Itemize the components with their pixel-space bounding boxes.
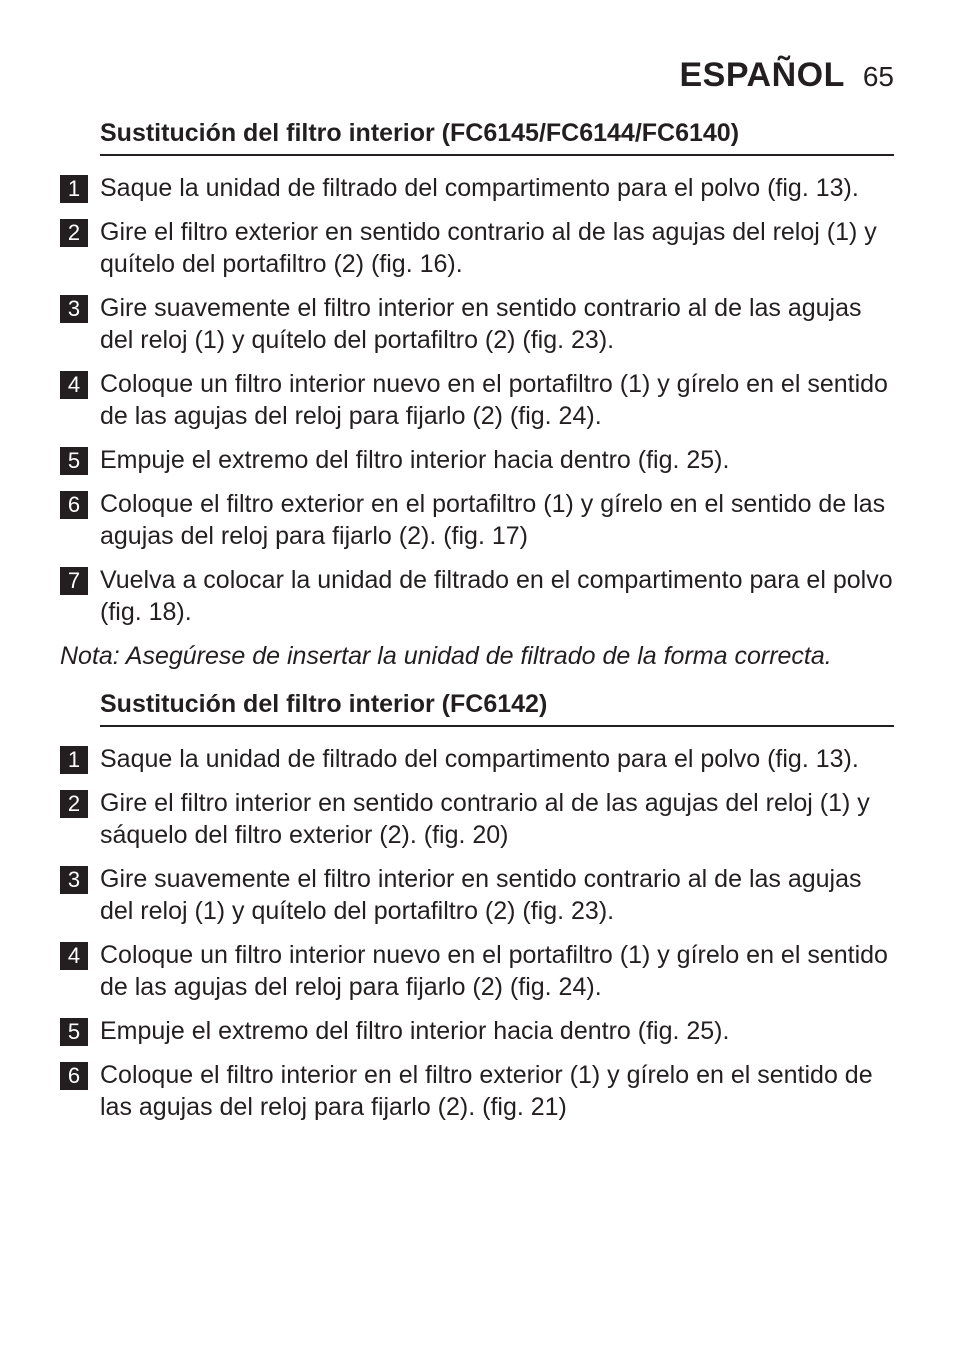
step-text: Gire el filtro interior en sentido contr… [100,787,894,851]
list-item: 4 Coloque un filtro interior nuevo en el… [60,939,894,1003]
page-header: ESPAÑOL 65 [60,56,894,95]
list-item: 1 Saque la unidad de filtrado del compar… [60,743,894,775]
list-item: 4 Coloque un filtro interior nuevo en el… [60,368,894,432]
list-item: 3 Gire suavemente el filtro interior en … [60,292,894,356]
step-text: Empuje el extremo del filtro interior ha… [100,444,729,476]
page-container: ESPAÑOL65 Sustitución del filtro interio… [0,0,954,1175]
step-number-badge: 2 [60,219,88,247]
list-item: 1 Saque la unidad de filtrado del compar… [60,172,894,204]
step-number-badge: 7 [60,567,88,595]
header-page-number: 65 [863,61,894,92]
section-title-1: Sustitución del filtro interior (FC6142) [100,690,894,727]
list-item: 5 Empuje el extremo del filtro interior … [60,444,894,476]
step-number-badge: 6 [60,1062,88,1090]
step-number-badge: 4 [60,371,88,399]
step-text: Gire suavemente el filtro interior en se… [100,292,894,356]
step-number-badge: 5 [60,1018,88,1046]
list-item: 5 Empuje el extremo del filtro interior … [60,1015,894,1047]
step-number-badge: 2 [60,790,88,818]
list-item: 2 Gire el filtro interior en sentido con… [60,787,894,851]
step-text: Empuje el extremo del filtro interior ha… [100,1015,729,1047]
step-text: Saque la unidad de filtrado del comparti… [100,743,859,775]
step-number-badge: 3 [60,866,88,894]
step-text: Coloque un filtro interior nuevo en el p… [100,939,894,1003]
step-text: Saque la unidad de filtrado del comparti… [100,172,859,204]
list-item: 6 Coloque el filtro exterior en el porta… [60,488,894,552]
list-item: 3 Gire suavemente el filtro interior en … [60,863,894,927]
step-number-badge: 6 [60,491,88,519]
step-text: Coloque el filtro interior en el filtro … [100,1059,894,1123]
list-item: 7 Vuelva a colocar la unidad de filtrado… [60,564,894,628]
step-number-badge: 1 [60,746,88,774]
section-title-0: Sustitución del filtro interior (FC6145/… [100,119,894,156]
note-text: Nota: Asegúrese de insertar la unidad de… [60,640,894,672]
step-number-badge: 1 [60,175,88,203]
step-number-badge: 4 [60,942,88,970]
step-text: Vuelva a colocar la unidad de filtrado e… [100,564,894,628]
step-text: Gire suavemente el filtro interior en se… [100,863,894,927]
step-text: Gire el filtro exterior en sentido contr… [100,216,894,280]
header-language: ESPAÑOL [680,56,845,94]
step-number-badge: 5 [60,447,88,475]
step-text: Coloque el filtro exterior en el portafi… [100,488,894,552]
step-number-badge: 3 [60,295,88,323]
step-text: Coloque un filtro interior nuevo en el p… [100,368,894,432]
list-item: 2 Gire el filtro exterior en sentido con… [60,216,894,280]
list-item: 6 Coloque el filtro interior en el filtr… [60,1059,894,1123]
